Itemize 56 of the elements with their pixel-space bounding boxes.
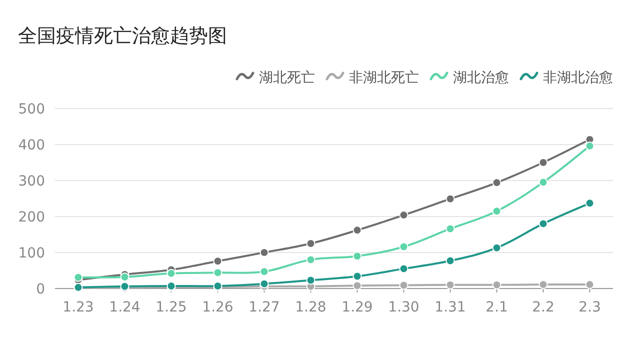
point [492, 206, 502, 216]
point [492, 280, 502, 290]
x-tick-label: 1.23 [62, 300, 94, 316]
point [352, 272, 362, 281]
legend-label: 非湖北治愈 [543, 70, 613, 86]
x-tick-label: 1.29 [342, 300, 373, 316]
legend-label: 湖北治愈 [453, 70, 509, 86]
y-tick-label: 100 [18, 246, 45, 262]
x-tick-label: 1.24 [109, 300, 140, 316]
point [120, 272, 130, 282]
point [446, 280, 455, 290]
y-tick-label: 0 [36, 282, 45, 298]
point [538, 280, 548, 290]
x-tick-label: 2.3 [578, 300, 601, 316]
x-tick-label: 1.27 [248, 300, 280, 316]
point [260, 248, 269, 257]
x-tick-label: 1.30 [388, 300, 420, 316]
title: 全国疫情死亡治愈趋势图 [18, 25, 227, 47]
x-tick-label: 1.31 [434, 300, 466, 316]
point [585, 198, 594, 208]
point [399, 280, 408, 290]
point [538, 178, 548, 187]
point [306, 276, 316, 285]
x-tick-label: 1.25 [156, 300, 187, 316]
x-tick-label: 1.26 [202, 300, 234, 316]
point [352, 281, 362, 290]
point [399, 264, 408, 274]
point [352, 252, 362, 261]
point [446, 256, 455, 266]
y-tick-label: 200 [18, 210, 45, 226]
point [213, 256, 222, 266]
point [306, 255, 316, 264]
y-tick-label: 400 [18, 138, 45, 154]
point [306, 239, 316, 248]
point [260, 279, 269, 288]
point [74, 272, 83, 282]
point [538, 158, 548, 167]
point [352, 226, 362, 235]
y-tick-label: 300 [18, 174, 45, 190]
x-tick-label: 1.28 [295, 300, 326, 316]
point [492, 178, 502, 188]
point [585, 280, 594, 290]
point [166, 268, 176, 278]
point [446, 224, 455, 234]
x-tick-label: 2.1 [486, 300, 508, 316]
point [213, 268, 222, 278]
legend-label: 非湖北死亡 [349, 70, 419, 86]
x-tick-label: 2.2 [532, 300, 554, 316]
point [399, 242, 408, 252]
legend-label: 湖北死亡 [259, 70, 315, 86]
point [492, 243, 502, 252]
point [260, 267, 269, 276]
point [446, 194, 455, 204]
y-tick-label: 500 [18, 102, 45, 118]
point [538, 219, 548, 228]
point [585, 141, 594, 150]
